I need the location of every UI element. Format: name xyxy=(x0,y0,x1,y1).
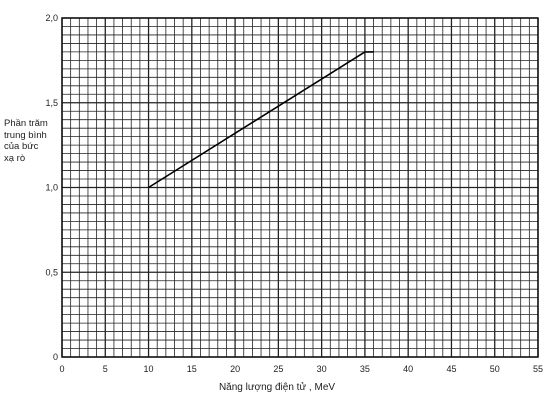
x-tick-label: 40 xyxy=(403,364,413,374)
y-tick-label: 0 xyxy=(53,352,58,362)
y-tick-label: 0,5 xyxy=(45,267,58,277)
x-tick-label: 10 xyxy=(144,364,154,374)
y-tick-label: 2,0 xyxy=(45,13,58,23)
x-tick-labels: 0 5 10 15 20 25 30 35 40 45 50 55 xyxy=(59,364,543,374)
plot-frame xyxy=(61,17,539,358)
y-tick-labels: 0 0,5 1,0 1,5 2,0 xyxy=(45,13,58,362)
x-tick-label: 15 xyxy=(187,364,197,374)
y-axis-label-line-1: Phần trăm xyxy=(4,118,48,129)
y-tick-label: 1,0 xyxy=(45,183,58,193)
axes xyxy=(61,17,539,358)
y-axis-label-line-4: xạ rò xyxy=(4,152,26,164)
x-tick-label: 20 xyxy=(230,364,240,374)
x-tick-label: 25 xyxy=(273,364,283,374)
y-tick-label: 1,5 xyxy=(45,98,58,108)
x-tick-label: 55 xyxy=(533,364,543,374)
y-axis-label-line-2: trung bình xyxy=(4,129,47,141)
x-tick-label: 30 xyxy=(317,364,327,374)
x-tick-label: 5 xyxy=(103,364,108,374)
y-axis-label-line-3: của bức xyxy=(4,141,39,152)
x-tick-label: 35 xyxy=(360,364,370,374)
x-tick-label: 50 xyxy=(490,364,500,374)
y-axis-label: Phần trăm trung bình của bức xạ rò xyxy=(4,118,60,164)
series-layer xyxy=(148,51,374,189)
x-tick-label: 45 xyxy=(446,364,456,374)
series-line xyxy=(148,51,374,189)
x-tick-label: 0 xyxy=(59,364,64,374)
grid xyxy=(61,17,539,358)
x-axis-label: Năng lượng điện tử , MeV xyxy=(218,382,336,393)
